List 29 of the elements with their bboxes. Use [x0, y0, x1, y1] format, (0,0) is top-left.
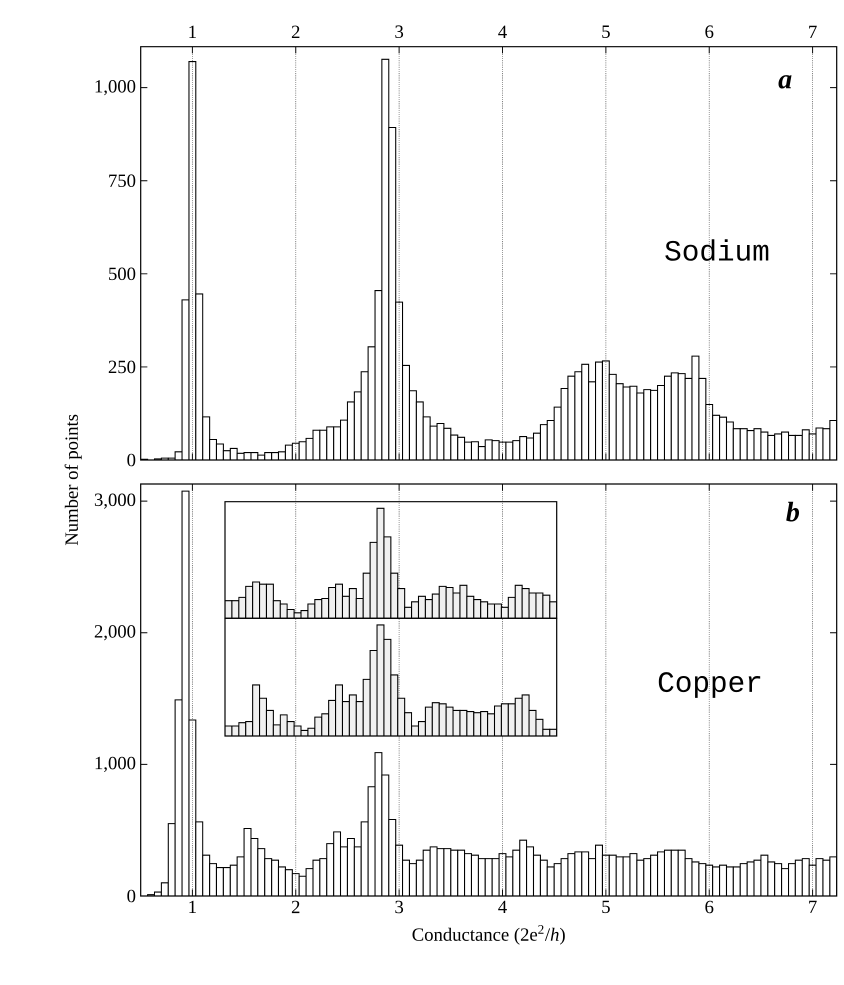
- y-tick-label: 0: [127, 454, 136, 466]
- x2-tick-label: 1: [189, 26, 196, 38]
- x-tick-label: 4: [498, 900, 507, 913]
- x-tick-label: 5: [602, 900, 610, 914]
- y-tick-label: 2,000: [94, 625, 136, 640]
- y-tick-label: 500: [109, 268, 136, 280]
- y-tick-label: 1,000: [96, 80, 136, 96]
- x2-tick-label: 2: [292, 26, 300, 38]
- y-axis-title: Number of points: [64, 414, 82, 546]
- annotation: Copper: [658, 672, 760, 698]
- x-axis-title: Conductance (2e$^{2}$/h): [412, 925, 565, 945]
- x2-tick-label: 4: [498, 26, 507, 38]
- y-tick-label: 0: [127, 890, 136, 902]
- x2-tick-label: 7: [809, 26, 817, 38]
- x-tick-label: 3: [395, 900, 404, 914]
- annotation: a: [778, 75, 792, 89]
- annotation: Sodium: [665, 239, 768, 261]
- x2-tick-label: 6: [705, 25, 714, 38]
- x-tick-label: 2: [292, 900, 300, 914]
- x-tick-label: 1: [189, 900, 196, 914]
- x-tick-label: 7: [809, 900, 817, 913]
- y-tick-label: 750: [109, 174, 136, 188]
- x-tick-label: 6: [705, 900, 714, 914]
- y-tick-label: 250: [108, 360, 136, 374]
- x2-tick-label: 5: [602, 26, 610, 38]
- annotation: b: [786, 502, 800, 522]
- x2-tick-label: 3: [395, 25, 404, 38]
- y-tick-label: 1,000: [96, 756, 136, 772]
- y-tick-label: 3,000: [94, 493, 136, 509]
